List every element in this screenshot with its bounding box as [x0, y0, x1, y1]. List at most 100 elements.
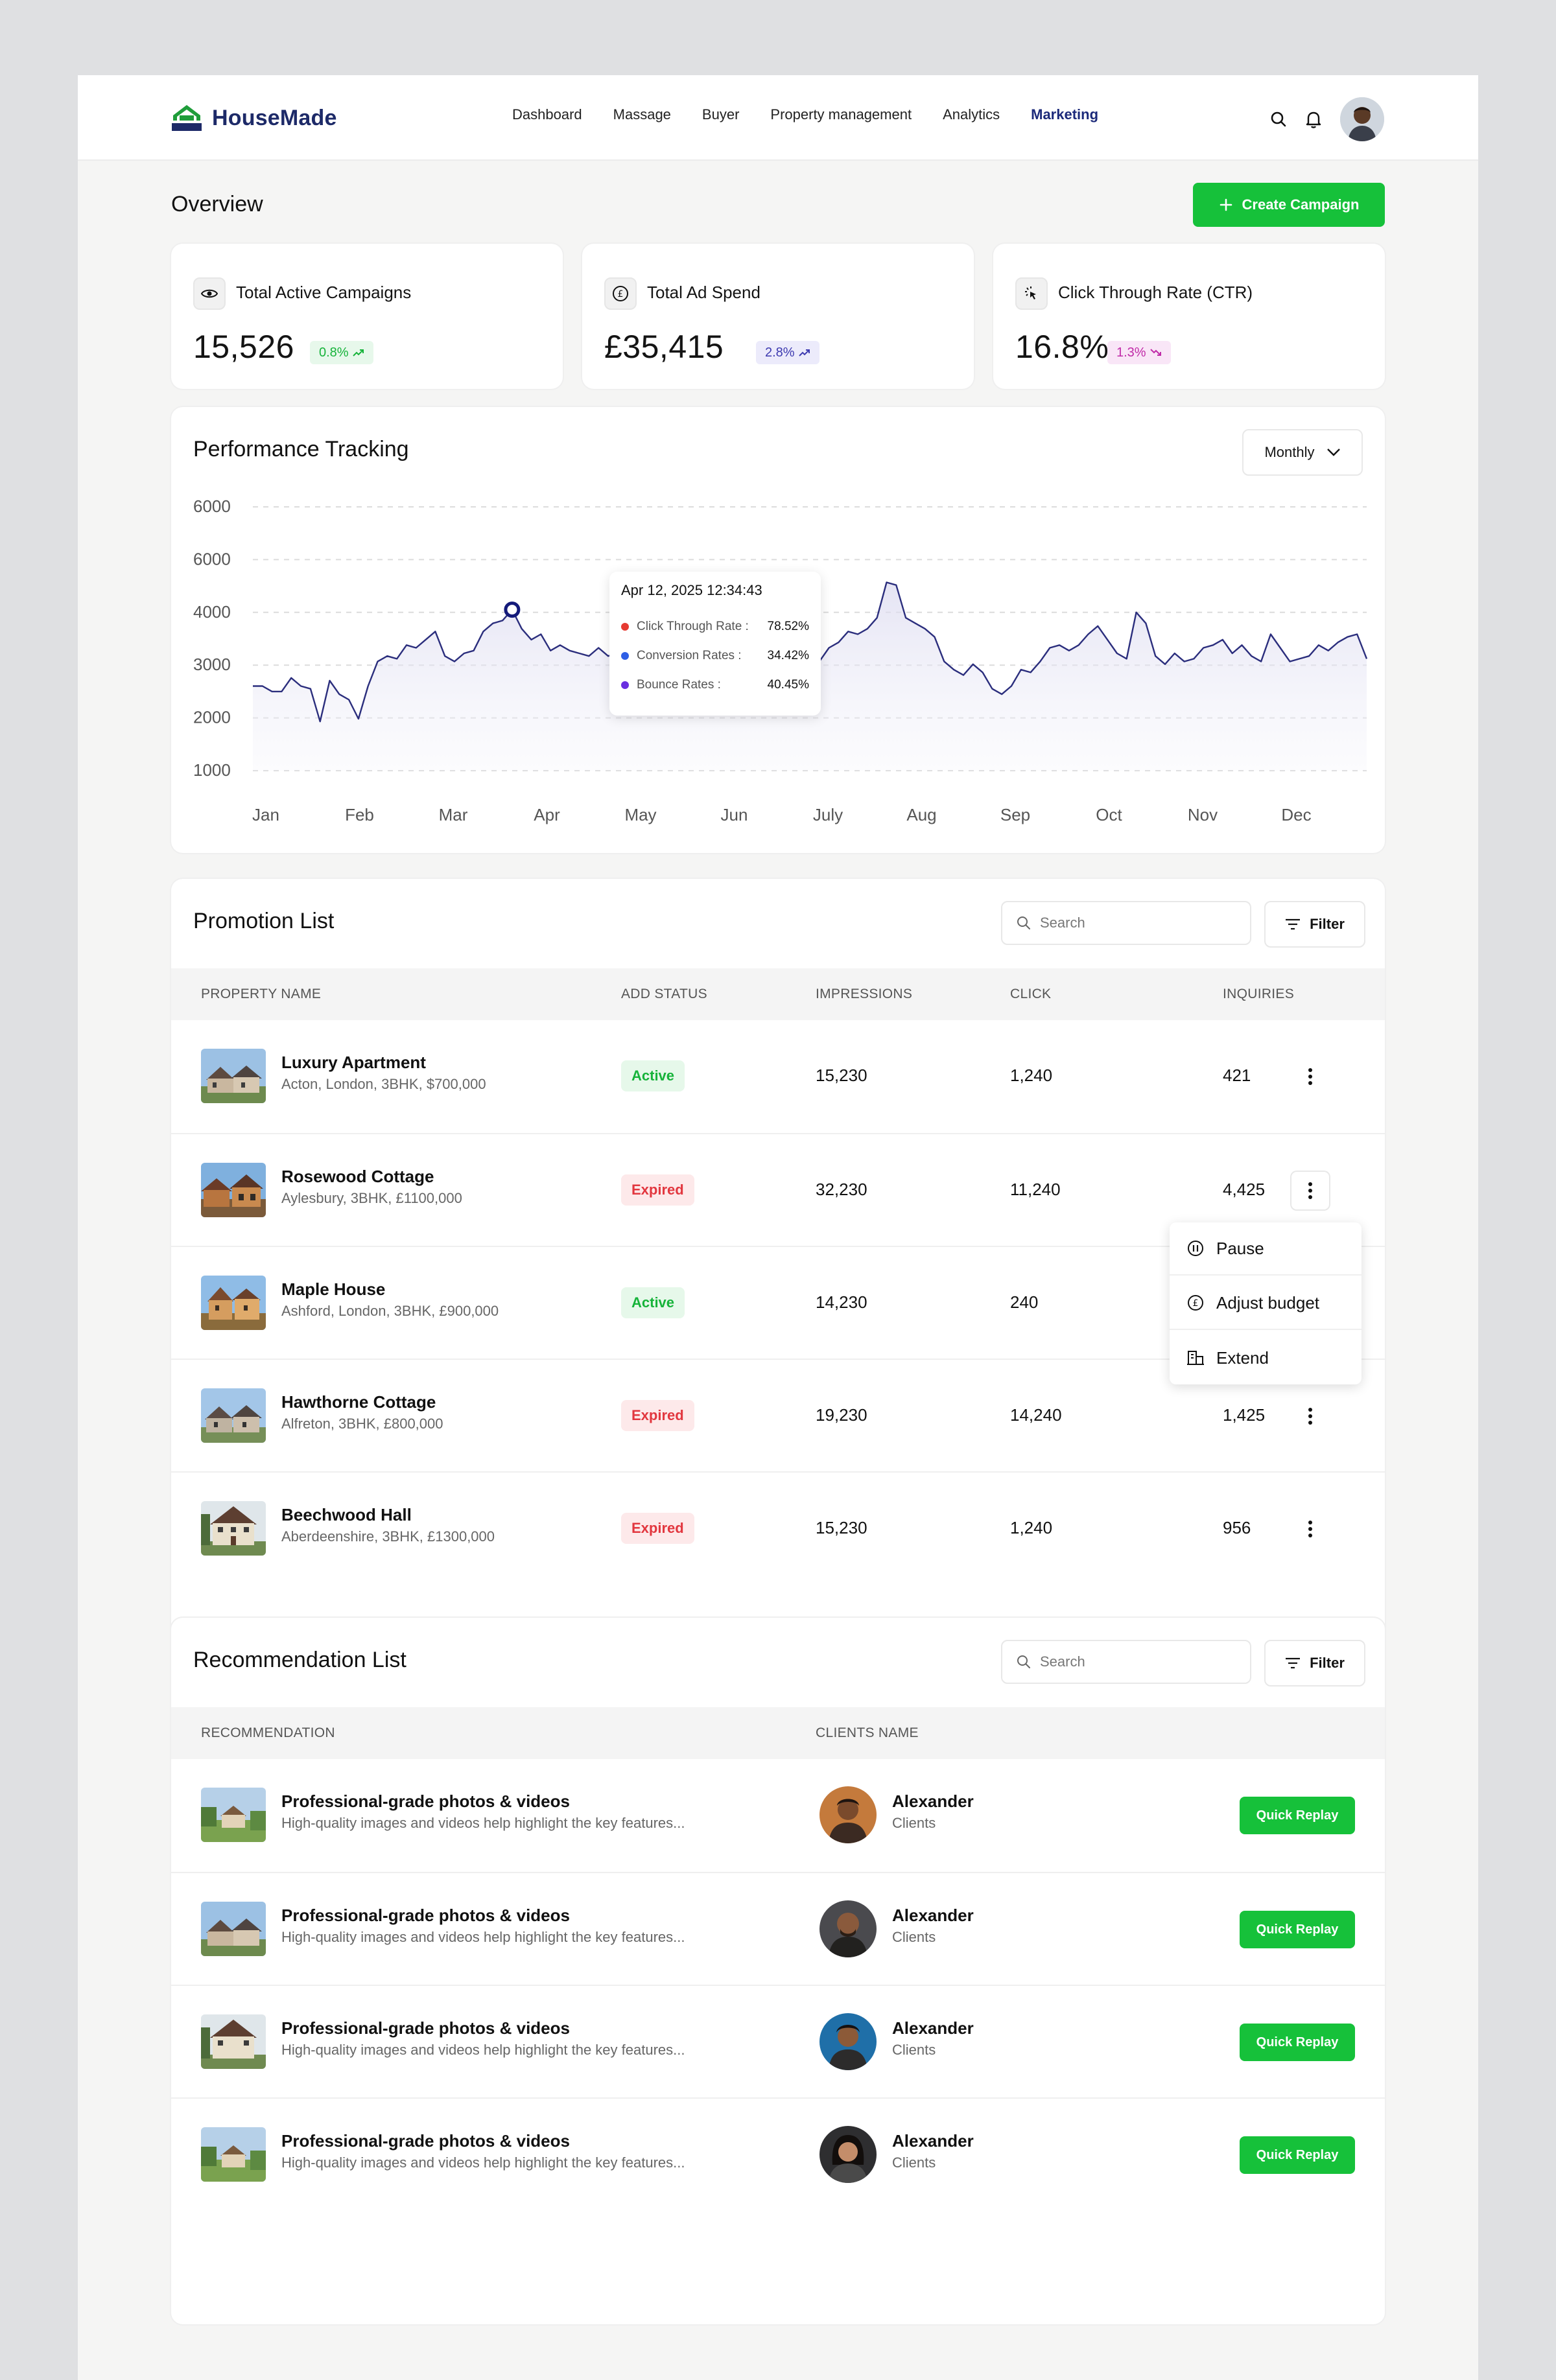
data-point[interactable] [1125, 657, 1129, 660]
data-point[interactable] [289, 676, 293, 680]
data-point[interactable] [1096, 624, 1100, 628]
create-campaign-button[interactable]: Create Campaign [1193, 183, 1385, 227]
quick-reply-button[interactable]: Quick Replay [1240, 2136, 1355, 2174]
data-point[interactable] [520, 627, 524, 631]
more-options-button[interactable] [1291, 1058, 1329, 1095]
data-point[interactable] [558, 643, 562, 647]
data-point[interactable] [1000, 692, 1004, 696]
bell-icon[interactable] [1305, 110, 1322, 128]
data-point[interactable] [261, 684, 265, 688]
data-point[interactable] [1038, 660, 1042, 664]
recommendation-row[interactable]: Professional-grade photos & videos High-… [171, 1985, 1385, 2099]
data-point[interactable] [414, 646, 418, 650]
data-point[interactable] [251, 684, 255, 688]
table-row[interactable]: Hawthorne Cottage Alfreton, 3BHK, £800,0… [171, 1359, 1385, 1473]
data-point[interactable] [309, 687, 312, 691]
data-point[interactable] [1279, 646, 1282, 650]
data-point[interactable] [1135, 611, 1138, 614]
data-point[interactable] [1269, 633, 1273, 636]
data-point[interactable] [1153, 654, 1157, 658]
data-point[interactable] [1087, 633, 1090, 636]
data-point[interactable] [424, 638, 428, 642]
data-point[interactable] [1067, 649, 1071, 653]
data-point[interactable] [270, 690, 274, 694]
highlighted-data-point[interactable] [504, 601, 521, 618]
data-point[interactable] [347, 698, 351, 702]
data-point[interactable] [1183, 660, 1186, 664]
data-point[interactable] [1048, 646, 1052, 650]
data-point[interactable] [827, 646, 831, 650]
period-dropdown[interactable]: Monthly [1242, 429, 1363, 476]
recommendation-row[interactable]: Professional-grade photos & videos High-… [171, 1759, 1385, 1872]
data-point[interactable] [587, 654, 591, 658]
data-point[interactable] [530, 638, 534, 642]
data-point[interactable] [971, 662, 975, 666]
data-point[interactable] [1211, 643, 1215, 647]
data-point[interactable] [846, 629, 850, 633]
data-point[interactable] [866, 627, 869, 631]
data-point[interactable] [1249, 654, 1253, 658]
data-point[interactable] [1192, 657, 1196, 660]
data-point[interactable] [885, 581, 889, 585]
data-point[interactable] [914, 622, 917, 625]
data-point[interactable] [1019, 668, 1023, 671]
data-point[interactable] [385, 654, 389, 658]
table-row[interactable]: Rosewood Cottage Aylesbury, 3BHK, £1100,… [171, 1133, 1385, 1247]
data-point[interactable] [1057, 643, 1061, 647]
data-point[interactable] [491, 622, 495, 625]
data-point[interactable] [1029, 670, 1033, 674]
data-point[interactable] [1307, 654, 1311, 658]
data-point[interactable] [1163, 662, 1167, 666]
data-point[interactable] [453, 660, 456, 664]
data-point[interactable] [1173, 651, 1177, 655]
promotion-filter-button[interactable]: Filter [1264, 901, 1365, 948]
data-point[interactable] [366, 684, 370, 688]
column-header[interactable]: RECOMMENDATION [201, 1725, 335, 1740]
table-row[interactable]: Luxury Apartment Acton, London, 3BHK, $7… [171, 1020, 1385, 1133]
column-header[interactable]: CLICK [1010, 986, 1052, 1001]
nav-analytics[interactable]: Analytics [943, 106, 1000, 122]
data-point[interactable] [481, 629, 485, 633]
data-point[interactable] [328, 679, 332, 682]
data-point[interactable] [1221, 638, 1225, 642]
search-icon[interactable] [1270, 111, 1287, 128]
quick-reply-button[interactable]: Quick Replay [1240, 1911, 1355, 1948]
data-point[interactable] [1115, 651, 1119, 655]
column-header[interactable]: CLIENTS NAME [816, 1725, 919, 1740]
nav-marketing[interactable]: Marketing [1031, 106, 1099, 122]
data-point[interactable] [894, 583, 898, 587]
table-row[interactable]: Beechwood Hall Aberdeenshire, 3BHK, £130… [171, 1471, 1385, 1585]
data-point[interactable] [548, 649, 552, 653]
data-point[interactable] [357, 717, 360, 721]
data-point[interactable] [1240, 643, 1244, 647]
menu-item-pause[interactable]: Pause [1170, 1222, 1362, 1276]
user-avatar[interactable] [1340, 97, 1384, 141]
data-point[interactable] [1259, 660, 1263, 664]
data-point[interactable] [1365, 657, 1369, 660]
data-point[interactable] [1317, 643, 1321, 647]
recommendation-filter-button[interactable]: Filter [1264, 1640, 1365, 1686]
column-header[interactable]: INQUIRIES [1223, 986, 1295, 1001]
nav-dashboard[interactable]: Dashboard [512, 106, 582, 122]
menu-item-adjust-budget[interactable]: £ Adjust budget [1170, 1277, 1362, 1330]
data-point[interactable] [539, 633, 543, 636]
data-point[interactable] [990, 687, 994, 691]
logo[interactable]: HouseMade [171, 104, 337, 132]
data-point[interactable] [337, 692, 341, 696]
data-point[interactable] [279, 690, 283, 694]
column-header[interactable]: IMPRESSIONS [816, 986, 913, 1001]
data-point[interactable] [856, 633, 860, 636]
data-point[interactable] [1077, 643, 1081, 647]
menu-item-extend[interactable]: Extend [1170, 1331, 1362, 1384]
data-point[interactable] [961, 673, 965, 677]
data-point[interactable] [318, 719, 322, 723]
recommendation-row[interactable]: Professional-grade photos & videos High-… [171, 2097, 1385, 2211]
data-point[interactable] [904, 616, 908, 620]
data-point[interactable] [1288, 660, 1292, 664]
data-point[interactable] [443, 654, 447, 658]
data-point[interactable] [1105, 638, 1109, 642]
data-point[interactable] [981, 670, 985, 674]
data-point[interactable] [1009, 684, 1013, 688]
data-point[interactable] [596, 646, 600, 650]
data-point[interactable] [836, 640, 840, 644]
